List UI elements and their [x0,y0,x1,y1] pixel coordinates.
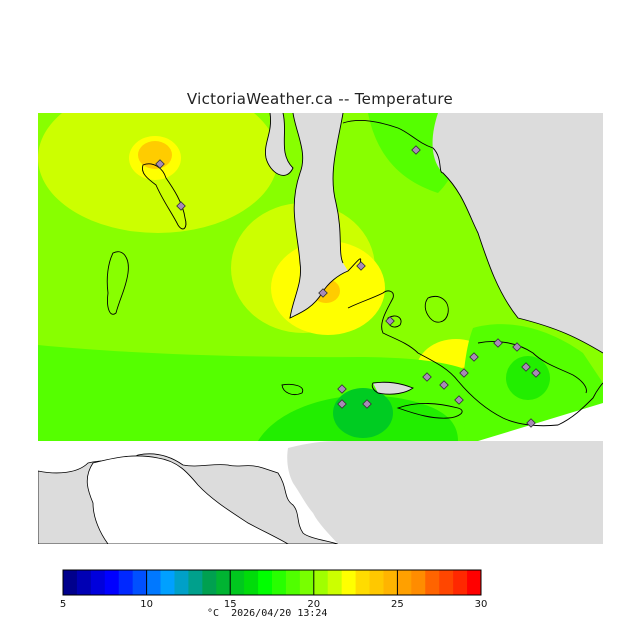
station-marker [439,380,449,390]
coastlines [264,113,603,427]
southern-land-east [287,441,603,544]
station-marker [493,338,503,348]
station-marker [512,342,522,352]
legend-swatch [202,570,217,595]
legend-swatches [62,569,482,596]
legend-swatch [104,570,120,595]
legend-swatch [341,570,357,595]
station-marker [459,368,469,378]
legend-swatch [411,570,426,595]
legend-swatch [397,570,412,595]
timestamp: 2026/04/20 13:24 [231,608,328,619]
legend-swatch [216,570,231,595]
no-data-region [38,403,603,441]
legend-swatch [90,570,106,595]
island-nw [141,163,187,230]
legend-swatch [285,570,301,595]
legend-tick-label: 10 [140,599,153,610]
station-marker [385,316,395,326]
legend-swatch [132,570,148,595]
legend-swatch [174,570,189,595]
legend-swatch [425,570,440,595]
hot-core-nw [138,141,172,169]
legend-swatch [369,570,384,595]
legend-swatch [313,570,329,595]
temperature-legend: 5 10 15 20 25 30 [60,569,488,610]
legend-swatch [160,570,175,595]
inlet-west [265,113,293,176]
legend-tick-label: 5 [60,599,66,610]
station-marker [531,368,541,378]
legend-swatch [327,570,343,595]
unit-label: °C [207,608,220,619]
legend-swatch [76,570,92,595]
legend-swatch [272,570,287,595]
station-marker [337,384,347,394]
station-marker [356,261,366,271]
legend-tick-label: 25 [391,599,404,610]
legend-swatch [188,570,203,595]
station-marker [526,418,536,428]
island-south-small [281,383,304,396]
station-marker [411,145,421,155]
station-marker [318,288,328,298]
white-inlet [86,455,289,544]
legend-frame [62,569,482,596]
legend-ticks: 5 10 15 20 25 30 [60,570,488,610]
station-marker [469,352,479,362]
legend-swatch [118,570,134,595]
legend-footer: °C 2026/04/20 13:24 [207,608,327,619]
station-marker [454,395,464,405]
legend-swatch [355,570,371,595]
legend-swatch [467,570,482,595]
station-marker [337,399,347,409]
legend-swatch [146,570,162,595]
station-marker [521,362,531,372]
ocean-east [432,113,603,353]
temperature-map [38,113,603,544]
station-marker [422,372,432,382]
station-marker [362,399,372,409]
station-marker [155,159,165,169]
legend-tick-label: 15 [224,599,237,610]
cool-spot-south [333,388,393,438]
legend-swatch [258,570,273,595]
legend-swatch [439,570,454,595]
legend-swatch [383,570,398,595]
legend-swatch [453,570,468,595]
legend-swatch [244,570,259,595]
station-marker [176,201,186,211]
island-east [424,296,449,323]
legend-swatch [230,570,245,595]
legend-swatch [299,570,315,595]
weather-stations [155,145,541,428]
island-west [106,251,129,315]
legend-tick-label: 30 [475,599,488,610]
legend-tick-label: 20 [307,599,320,610]
map-title: VictoriaWeather.ca -- Temperature [186,90,454,108]
cool-spot-east [506,356,550,400]
legend-swatch [63,570,78,595]
